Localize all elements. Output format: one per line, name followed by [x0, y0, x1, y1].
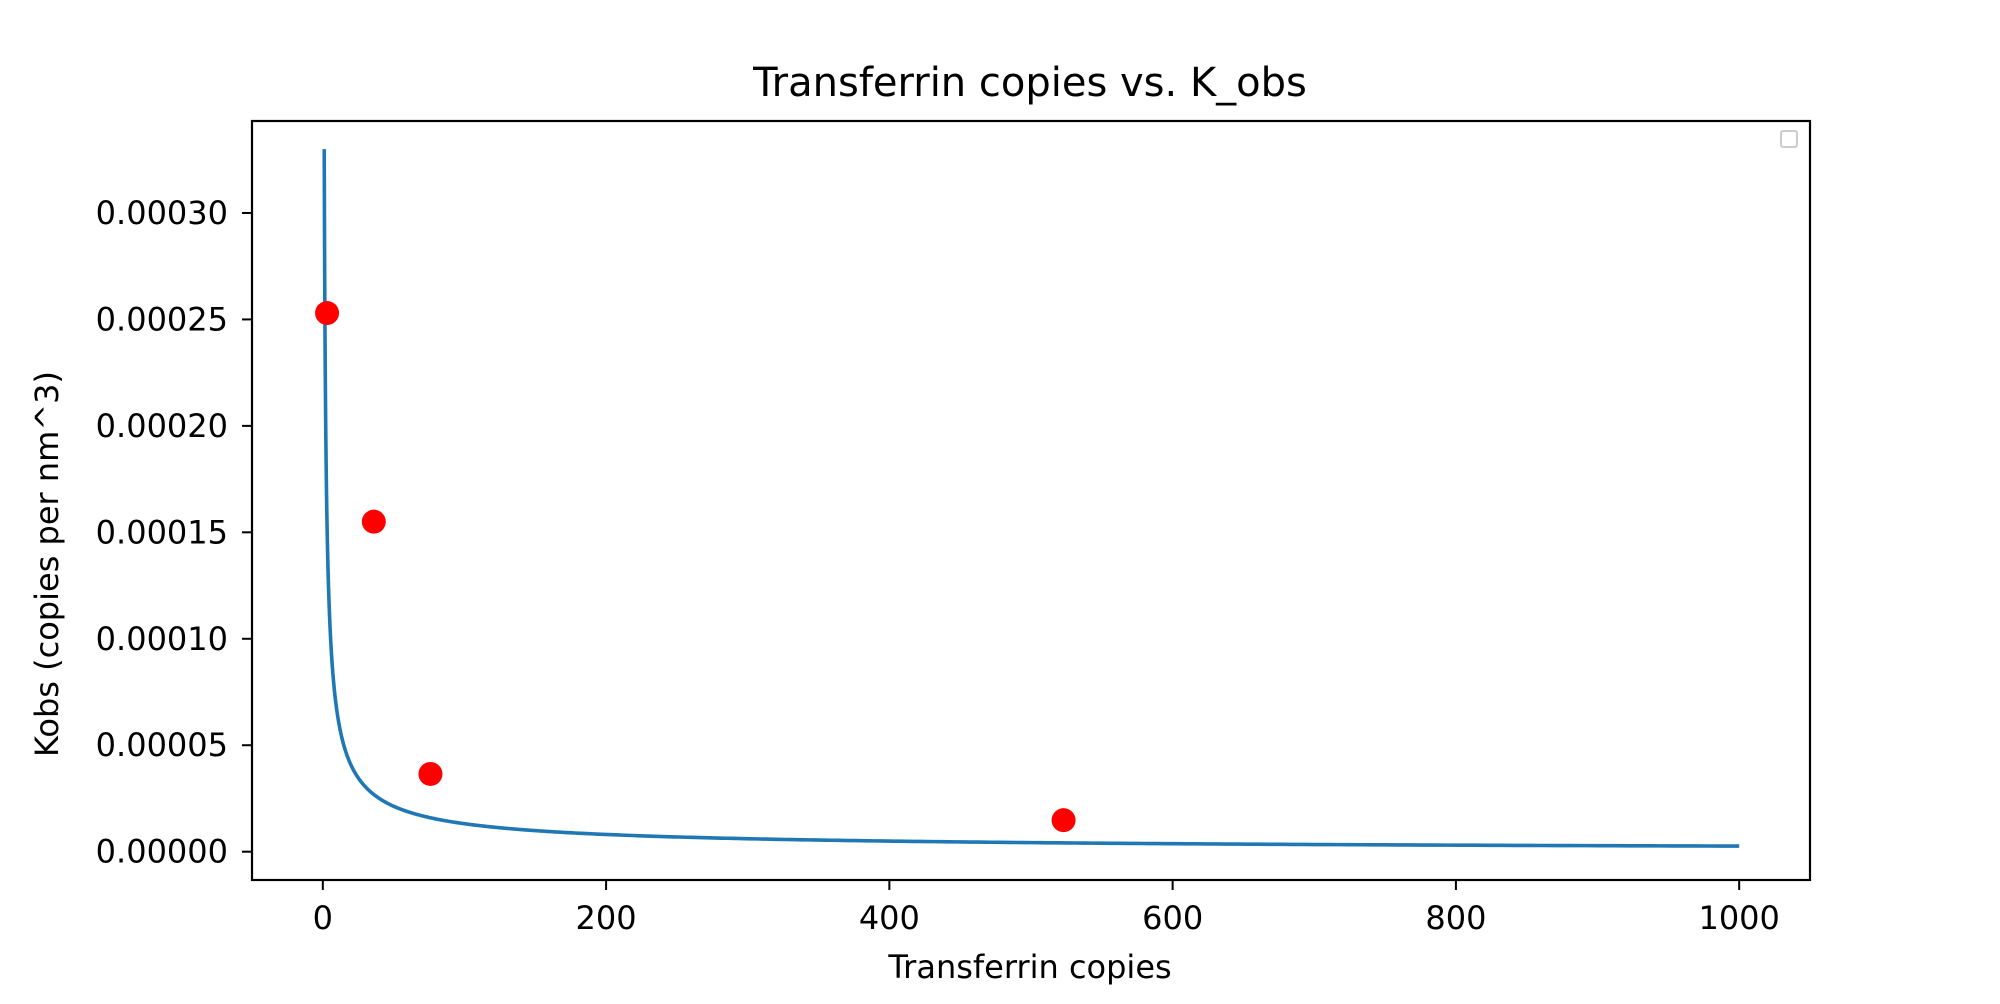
x-axis-label: Transferrin copies [887, 948, 1171, 986]
y-tick-label-4: 0.00020 [96, 407, 228, 445]
y-tick-label-3: 0.00015 [96, 513, 228, 551]
plot-area [252, 121, 1810, 880]
y-tick-label-6: 0.00030 [96, 194, 228, 232]
data-point-4 [1051, 808, 1076, 833]
y-axis-label: Kobs (copies per nm^3) [28, 371, 66, 757]
data-point-1 [315, 301, 340, 326]
x-tick-label-0: 0 [313, 899, 333, 937]
series-layer [315, 149, 1740, 848]
data-point-2 [361, 509, 386, 534]
x-tick-label-1: 200 [576, 899, 637, 937]
y-tick-label-1: 0.00005 [96, 726, 228, 764]
x-tick-label-2: 400 [859, 899, 920, 937]
y-tick-label-5: 0.00025 [96, 300, 228, 338]
legend-box [1780, 130, 1798, 148]
axes-frame [250, 119, 1812, 882]
y-tick-label-2: 0.00010 [96, 620, 228, 658]
axes-layer: 0 200 400 600 800 1000 0.00000 0.00005 0.00010 0.… [96, 119, 1812, 937]
x-tick-label-3: 600 [1142, 899, 1203, 937]
chart-title: Transferrin copies vs. K_obs [752, 60, 1307, 106]
x-tick-label-5: 1000 [1698, 899, 1779, 937]
y-tick-label-0: 0.00000 [96, 833, 228, 871]
data-point-3 [418, 761, 443, 786]
x-tick-label-4: 800 [1425, 899, 1486, 937]
plot-background [252, 121, 1810, 880]
fit-curve-line [322, 149, 1740, 848]
